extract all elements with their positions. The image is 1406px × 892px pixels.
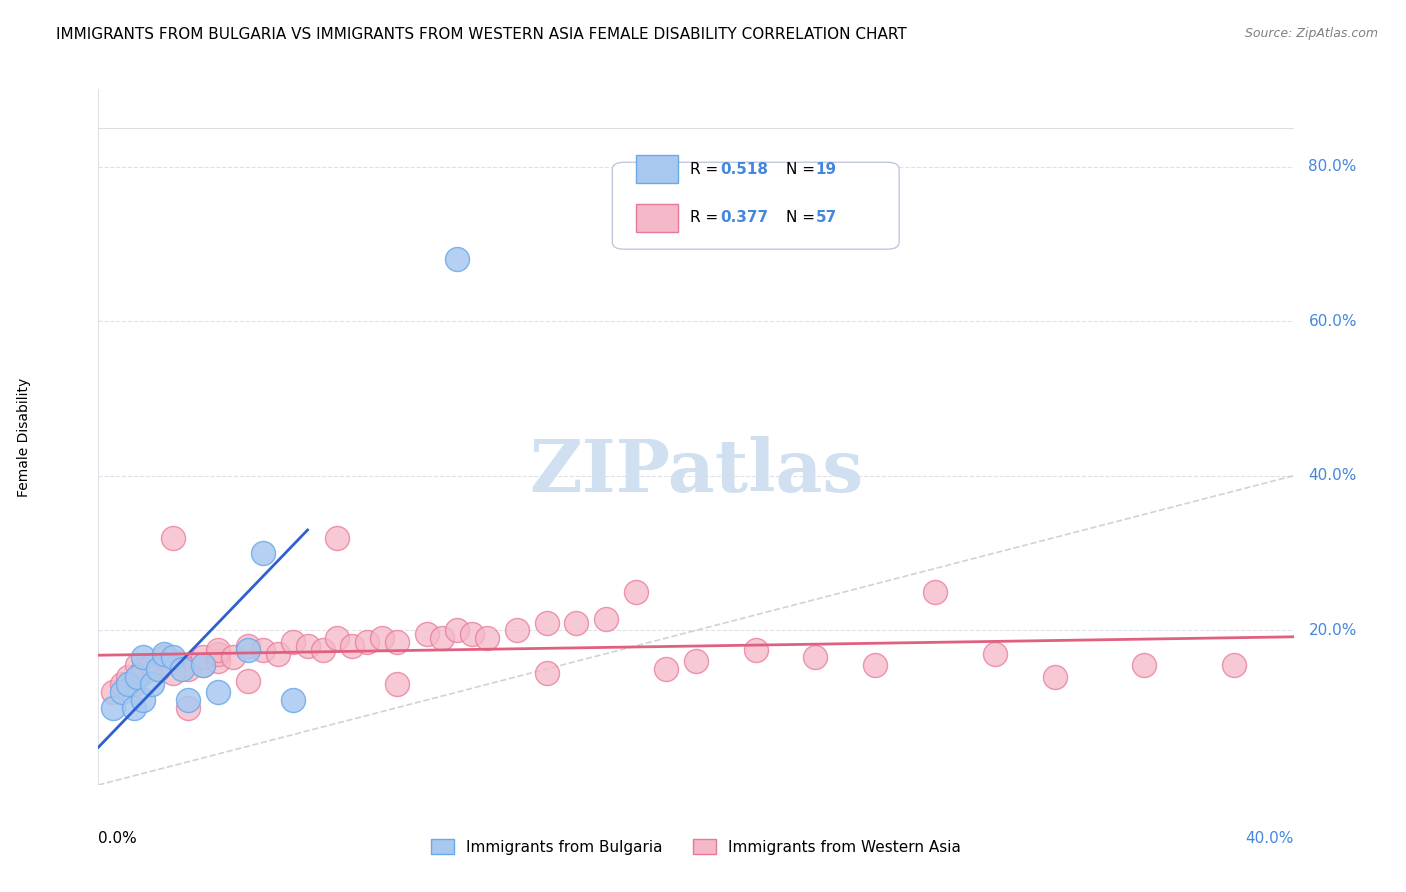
Point <box>191 650 214 665</box>
Point <box>172 662 194 676</box>
Point <box>804 650 827 665</box>
Point <box>132 662 155 676</box>
Point <box>132 665 155 680</box>
Point <box>281 635 304 649</box>
Text: 19: 19 <box>815 161 837 177</box>
Point <box>132 650 155 665</box>
Point <box>177 700 200 714</box>
Point <box>252 546 274 560</box>
Point <box>162 531 184 545</box>
Point <box>162 654 184 668</box>
Point <box>162 665 184 680</box>
Point <box>385 677 409 691</box>
Text: 40.0%: 40.0% <box>1309 468 1357 483</box>
Text: 60.0%: 60.0% <box>1309 314 1357 328</box>
Point <box>536 615 558 630</box>
Point <box>124 677 146 691</box>
Point <box>252 642 274 657</box>
Point <box>177 693 200 707</box>
Point <box>111 677 134 691</box>
Point <box>236 639 259 653</box>
Point <box>191 658 214 673</box>
Point <box>127 670 149 684</box>
Point <box>141 658 163 673</box>
Point <box>745 642 768 657</box>
Point <box>446 624 468 638</box>
Point <box>172 658 194 673</box>
Text: 40.0%: 40.0% <box>1246 831 1294 847</box>
Point <box>595 612 617 626</box>
Point <box>475 631 498 645</box>
Point <box>117 677 139 691</box>
Text: R =: R = <box>690 161 723 177</box>
Point <box>1223 658 1246 673</box>
Point <box>111 685 134 699</box>
Point <box>356 635 378 649</box>
Point <box>506 624 529 638</box>
Bar <box>636 204 678 232</box>
Point <box>153 647 176 661</box>
Point <box>416 627 439 641</box>
Text: IMMIGRANTS FROM BULGARIA VS IMMIGRANTS FROM WESTERN ASIA FEMALE DISABILITY CORRE: IMMIGRANTS FROM BULGARIA VS IMMIGRANTS F… <box>56 27 907 42</box>
Bar <box>636 155 678 183</box>
Point <box>297 639 319 653</box>
Point <box>624 584 647 599</box>
Point <box>177 662 200 676</box>
Text: 0.0%: 0.0% <box>98 831 138 847</box>
Point <box>326 631 349 645</box>
Point <box>865 658 887 673</box>
Point <box>117 670 139 684</box>
Text: 0.518: 0.518 <box>720 161 768 177</box>
Point <box>685 654 707 668</box>
Point <box>565 615 588 630</box>
Text: R =: R = <box>690 211 723 226</box>
Point <box>153 650 176 665</box>
Point <box>162 650 184 665</box>
Point <box>124 700 146 714</box>
Text: 57: 57 <box>815 211 837 226</box>
Point <box>342 639 364 653</box>
Point <box>103 700 125 714</box>
Text: N =: N = <box>786 161 820 177</box>
Point <box>371 631 394 645</box>
Text: Source: ZipAtlas.com: Source: ZipAtlas.com <box>1244 27 1378 40</box>
Text: Female Disability: Female Disability <box>17 377 31 497</box>
Legend: Immigrants from Bulgaria, Immigrants from Western Asia: Immigrants from Bulgaria, Immigrants fro… <box>425 832 967 861</box>
Point <box>222 650 245 665</box>
Point <box>326 531 349 545</box>
Text: 20.0%: 20.0% <box>1309 623 1357 638</box>
Point <box>385 635 409 649</box>
Point <box>655 662 678 676</box>
Point <box>132 693 155 707</box>
Point <box>446 252 468 267</box>
Point <box>207 685 229 699</box>
Point <box>1133 658 1156 673</box>
Point <box>148 662 170 676</box>
Point <box>281 693 304 707</box>
Point <box>461 627 484 641</box>
Point <box>207 654 229 668</box>
FancyBboxPatch shape <box>612 162 900 249</box>
Point <box>103 685 125 699</box>
Point <box>207 647 229 661</box>
Point <box>236 642 259 657</box>
Point <box>207 642 229 657</box>
Point <box>236 673 259 688</box>
Text: 0.377: 0.377 <box>720 211 768 226</box>
Point <box>148 662 170 676</box>
Point <box>311 642 333 657</box>
Text: ZIPatlas: ZIPatlas <box>529 436 863 508</box>
Text: N =: N = <box>786 211 820 226</box>
Point <box>267 647 290 661</box>
Point <box>430 631 453 645</box>
Point <box>191 658 214 673</box>
Point <box>1043 670 1066 684</box>
Point <box>141 677 163 691</box>
Text: 80.0%: 80.0% <box>1309 159 1357 174</box>
Point <box>127 658 149 673</box>
Point <box>536 665 558 680</box>
Point <box>924 584 946 599</box>
Point <box>983 647 1005 661</box>
